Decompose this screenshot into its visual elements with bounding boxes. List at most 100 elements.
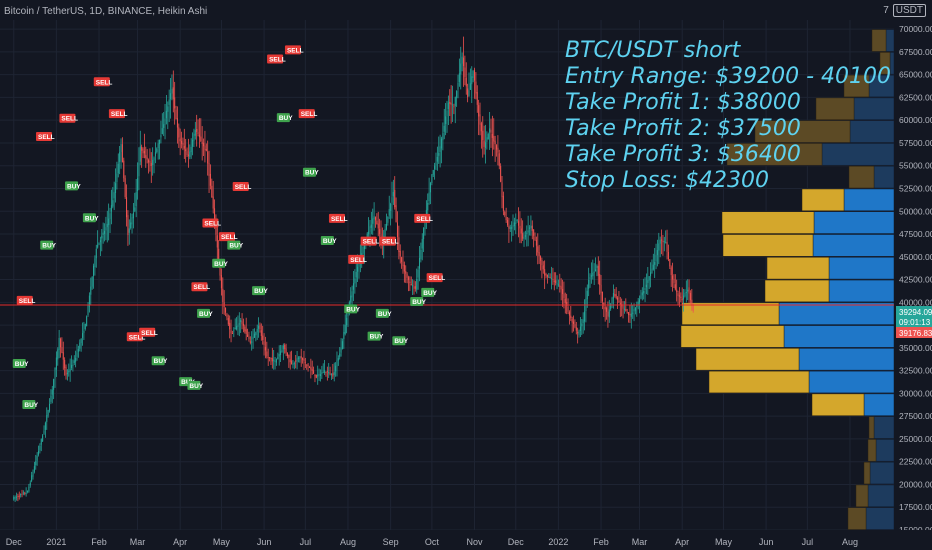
candle-body bbox=[193, 133, 195, 142]
volume-profile-bar-down bbox=[754, 120, 851, 143]
currency-prefix: 7 bbox=[883, 5, 889, 16]
y-tick-label: 70000.00 bbox=[899, 24, 932, 34]
signal-label: SELL bbox=[429, 275, 446, 282]
volume-profile-bar-down bbox=[879, 52, 891, 75]
candle-body bbox=[128, 228, 130, 233]
candle-body bbox=[662, 240, 664, 243]
candle-body bbox=[523, 236, 525, 240]
buy-signal bbox=[212, 258, 226, 268]
y-tick-label: 25000.00 bbox=[899, 434, 932, 444]
sell-signal bbox=[284, 45, 301, 55]
candle-body bbox=[325, 371, 327, 373]
candle-body bbox=[513, 222, 515, 227]
candle-body bbox=[106, 223, 108, 228]
y-tick-label: 30000.00 bbox=[899, 388, 932, 398]
candle-body bbox=[615, 294, 617, 299]
candle-body bbox=[332, 373, 334, 377]
x-tick-label: May bbox=[213, 537, 231, 547]
candle-body bbox=[423, 228, 425, 240]
low-price-tag: 39176.83 bbox=[899, 329, 932, 338]
candle-body bbox=[491, 133, 493, 138]
candle-body bbox=[130, 222, 132, 229]
candle-body bbox=[390, 203, 392, 211]
candle-body bbox=[335, 365, 337, 372]
candle-body bbox=[563, 293, 565, 299]
candle-body bbox=[54, 367, 56, 379]
candle-body bbox=[176, 118, 178, 128]
candle-body bbox=[79, 342, 81, 349]
candle-body bbox=[443, 125, 445, 132]
buy-signal bbox=[320, 236, 334, 246]
volume-profile-bar-up bbox=[873, 416, 895, 439]
candle-body bbox=[490, 129, 492, 133]
candle-body bbox=[306, 364, 308, 366]
candle-body bbox=[229, 322, 231, 330]
candle-body bbox=[77, 349, 79, 352]
candle-body bbox=[628, 312, 630, 316]
candle-body bbox=[559, 285, 561, 287]
candle-body bbox=[91, 276, 93, 287]
candle-body bbox=[319, 374, 321, 377]
candle-body bbox=[524, 235, 526, 237]
signal-label: BUY bbox=[15, 361, 29, 368]
signal-label: BUY bbox=[229, 243, 243, 250]
candle-body bbox=[567, 306, 569, 312]
candle-body bbox=[666, 241, 668, 252]
candle-body bbox=[35, 461, 37, 466]
candle-body bbox=[32, 471, 34, 477]
time-axis[interactable]: Dec 2021 Feb Mar Apr May Jun Jul Aug Sep Oct Nov Dec… bbox=[0, 530, 932, 550]
candle-body bbox=[461, 56, 463, 64]
currency-selector[interactable]: 7 USDT bbox=[883, 4, 926, 17]
candle-body bbox=[453, 106, 455, 108]
candle-body bbox=[478, 105, 480, 117]
candle-body bbox=[439, 146, 441, 153]
signal-label: SELL bbox=[382, 239, 399, 246]
candle-body bbox=[201, 141, 203, 145]
candle-body bbox=[388, 209, 390, 216]
candle-body bbox=[457, 82, 459, 90]
candle-body bbox=[220, 275, 222, 289]
signals: SELLBUYBUYSELLBUYSELLBUYBUYSELLSELLSELLS… bbox=[12, 45, 446, 409]
candle-body bbox=[102, 232, 104, 236]
candle-body bbox=[18, 495, 20, 497]
candle-body bbox=[454, 97, 456, 106]
candle-body bbox=[149, 161, 151, 163]
candle-body bbox=[108, 218, 110, 226]
signal-label: BUY bbox=[394, 338, 408, 345]
candle-body bbox=[501, 182, 503, 198]
time-axis-bg bbox=[0, 530, 932, 550]
candle-body bbox=[366, 233, 368, 240]
candle-body bbox=[626, 312, 628, 314]
candle-body bbox=[612, 293, 614, 299]
candle-body bbox=[479, 114, 481, 125]
candle-body bbox=[449, 101, 451, 104]
y-tick-label: 17500.00 bbox=[899, 502, 932, 512]
candle-body bbox=[678, 295, 680, 297]
signal-label: BUY bbox=[305, 170, 319, 177]
candle-body bbox=[500, 165, 502, 182]
candle-body bbox=[39, 445, 41, 451]
candle-body bbox=[502, 195, 504, 211]
volume-profile-bar-down bbox=[680, 325, 785, 348]
candle-body bbox=[99, 240, 101, 243]
note-line-tp1: Take Profit 1: $38000 bbox=[565, 90, 801, 115]
candle-body bbox=[300, 356, 302, 359]
candle-body bbox=[396, 222, 399, 237]
signal-label: BUY bbox=[67, 183, 81, 190]
volume-profile-bar-down bbox=[722, 234, 814, 257]
x-tick-label: Mar bbox=[130, 537, 146, 547]
candle-body bbox=[293, 363, 295, 365]
x-tick-label: Jul bbox=[300, 537, 312, 547]
x-tick-label: Aug bbox=[340, 537, 356, 547]
candle-body bbox=[603, 302, 605, 306]
price-axis[interactable]: 15000.0017500.0020000.0022500.0025000.00… bbox=[894, 0, 932, 550]
signal-label: SELL bbox=[301, 111, 318, 118]
candle-body bbox=[182, 143, 184, 146]
note-line-title: BTC/USDT short bbox=[565, 38, 741, 63]
volume-profile-bar-down bbox=[867, 439, 877, 462]
sell-signal bbox=[426, 273, 443, 283]
candle-body bbox=[55, 357, 57, 370]
candle-body bbox=[562, 288, 564, 295]
x-tick-label: Aug bbox=[842, 537, 858, 547]
